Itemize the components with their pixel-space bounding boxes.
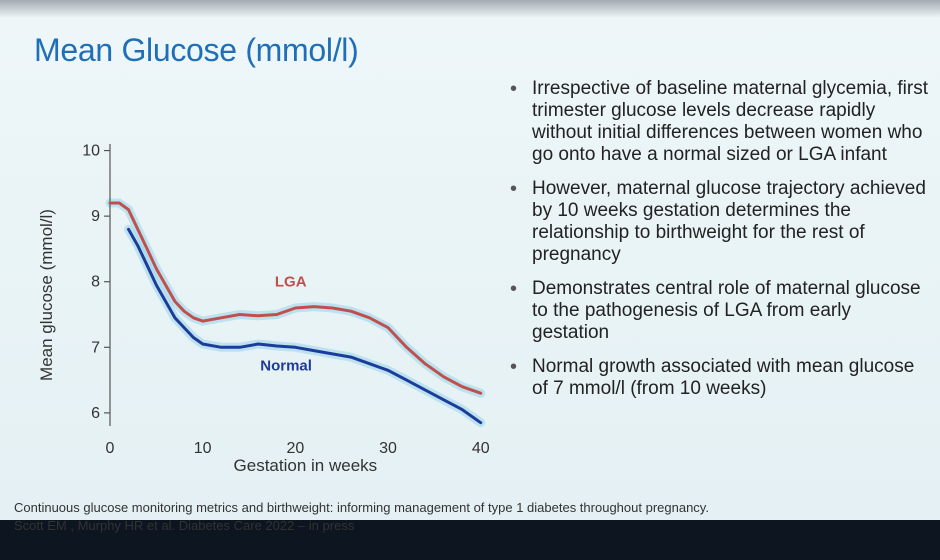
bullet-item: Normal growth associated with mean gluco… (508, 356, 928, 400)
y-tick-label: 8 (91, 274, 100, 291)
series-line-lga (108, 201, 483, 395)
series-label-normal: Normal (260, 358, 312, 375)
slide-title: Mean Glucose (mmol/l) (34, 32, 359, 68)
series-layer (108, 201, 483, 425)
y-tick-label: 6 (91, 405, 100, 422)
x-axis-title: Gestation in weeks (234, 456, 378, 475)
slide: Mean Glucose (mmol/l) 6 7 8 9 10 0 10 20 30 40 Ges… (0, 0, 940, 520)
x-tick-label: 0 (106, 440, 115, 457)
bullet-list: Irrespective of baseline maternal glycem… (508, 78, 928, 412)
projector-shadow (0, 0, 940, 18)
y-tick-label: 9 (91, 208, 100, 225)
labels-layer: LGA Normal (260, 274, 312, 375)
citation-line-2: Scott EM , Murphy HR et al. Diabetes Car… (14, 518, 355, 533)
series-label-lga: LGA (275, 274, 307, 291)
y-tick-label: 7 (91, 339, 100, 356)
bullet-item: However, maternal glucose trajectory ach… (508, 178, 928, 266)
y-axis-title: Mean glucose (mmol/l) (37, 209, 56, 381)
series-line-normal (127, 227, 483, 425)
x-tick-label: 30 (379, 440, 397, 457)
bullet-item: Demonstrates central role of maternal gl… (508, 278, 928, 344)
glucose-line-chart: 6 7 8 9 10 0 10 20 30 40 Gestation in weeks Mean gl… (37, 143, 490, 475)
citation-caption: Continuous glucose monitoring metrics an… (14, 499, 914, 535)
citation-line-1: Continuous glucose monitoring metrics an… (14, 500, 709, 515)
y-tick-label: 10 (82, 143, 100, 160)
chart-axes: 6 7 8 9 10 0 10 20 30 40 Gestation in weeks Mean gl… (37, 143, 490, 475)
x-tick-label: 40 (472, 440, 490, 457)
x-tick-label: 20 (286, 440, 304, 457)
x-tick-label: 10 (194, 440, 212, 457)
bullet-item: Irrespective of baseline maternal glycem… (508, 78, 928, 166)
